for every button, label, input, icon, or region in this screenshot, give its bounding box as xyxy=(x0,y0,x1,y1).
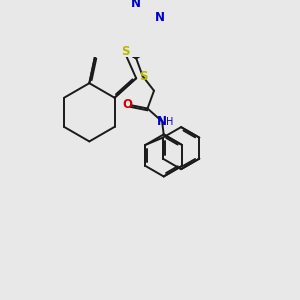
Text: S: S xyxy=(139,70,148,83)
Text: S: S xyxy=(121,45,129,58)
Text: H: H xyxy=(166,117,173,127)
Text: N: N xyxy=(131,0,141,11)
Text: N: N xyxy=(157,115,167,128)
Text: O: O xyxy=(122,98,132,111)
Text: N: N xyxy=(155,11,165,24)
